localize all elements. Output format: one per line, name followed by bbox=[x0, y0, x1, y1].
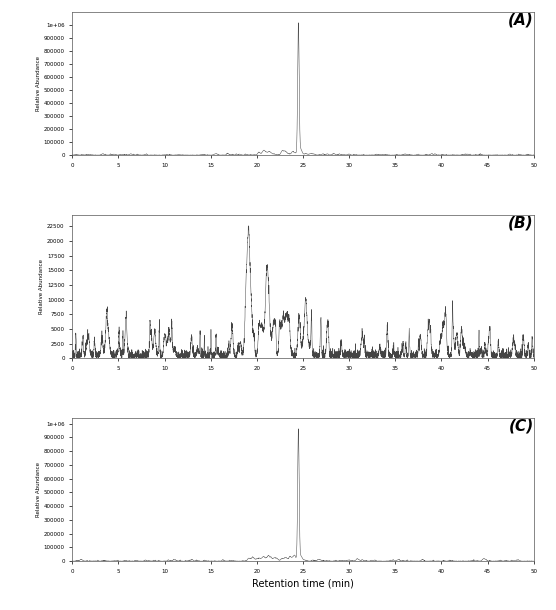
Text: (B): (B) bbox=[508, 215, 534, 230]
Text: (C): (C) bbox=[509, 418, 534, 433]
Text: (A): (A) bbox=[508, 12, 534, 27]
Y-axis label: Relative Abundance: Relative Abundance bbox=[36, 462, 41, 517]
Y-axis label: Relative Abundance: Relative Abundance bbox=[36, 56, 41, 111]
X-axis label: Retention time (min): Retention time (min) bbox=[252, 578, 354, 588]
Y-axis label: Relative Abundance: Relative Abundance bbox=[39, 259, 44, 314]
